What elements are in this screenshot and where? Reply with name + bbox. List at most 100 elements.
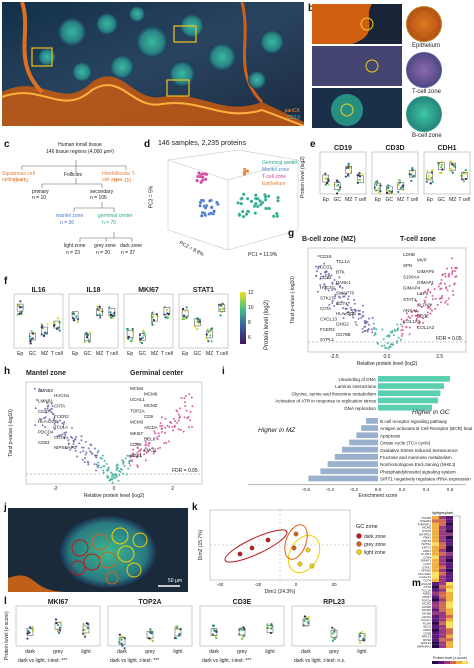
m-gene-label: MCM2 — [422, 602, 431, 606]
volcano-point — [372, 322, 375, 325]
data-point — [149, 628, 152, 631]
data-point — [184, 317, 187, 320]
mz-bar — [327, 461, 378, 467]
volcano-point — [167, 440, 170, 443]
volcano-point — [341, 286, 344, 289]
volcano-point — [395, 341, 398, 344]
volcano-point — [164, 417, 167, 420]
panel-letter-h: h — [4, 366, 11, 377]
m-cell — [432, 631, 439, 635]
f-cbar-t3: 6 — [248, 335, 251, 341]
x-axis-label: Relative protein level (log2) — [84, 493, 145, 498]
tree-mantel: mantel zone — [56, 213, 84, 219]
plot-frame — [291, 605, 377, 647]
tree-secondary-n: n = 106 — [90, 195, 107, 201]
m-cell — [439, 591, 446, 596]
box — [461, 171, 468, 180]
volcano-point — [48, 418, 51, 421]
volcano-point — [377, 342, 380, 345]
volcano-point — [391, 331, 394, 334]
volcano-point — [136, 465, 139, 468]
volcano-point — [324, 285, 327, 288]
volcano-point — [128, 454, 131, 457]
volcano-point — [188, 393, 191, 396]
volcano-point — [315, 274, 318, 277]
m-cell — [432, 542, 439, 546]
pca-point — [275, 211, 279, 216]
f-cbar-t2: 8 — [248, 320, 251, 326]
gene-label-right: GIMAP4 — [403, 286, 421, 291]
volcano-point — [342, 317, 345, 320]
m-gene-label: RPS6 — [423, 638, 431, 642]
m-gene-label: CD38 — [423, 631, 431, 635]
data-point — [358, 641, 362, 644]
volcano-point — [334, 288, 337, 291]
gene-label-left: CD83 — [38, 440, 50, 445]
m-cell — [446, 644, 453, 648]
volcano-point — [95, 469, 98, 472]
box — [53, 320, 61, 329]
volcano-point — [373, 334, 376, 337]
pca-point — [202, 211, 207, 215]
volcano-point — [429, 307, 432, 310]
plot-title: CD3E — [233, 599, 252, 606]
box — [108, 308, 116, 316]
volcano-point — [440, 279, 443, 282]
k-legend-swatch-grey — [356, 541, 362, 547]
volcano-point — [430, 303, 433, 306]
m-cell — [432, 582, 439, 586]
data-point — [333, 630, 336, 633]
box — [84, 333, 91, 342]
volcano-point — [451, 272, 454, 275]
volcano-point — [363, 329, 366, 332]
volcano-point — [87, 463, 90, 466]
data-point — [42, 334, 46, 337]
m-cell — [439, 522, 446, 526]
data-point — [377, 191, 380, 194]
m-gene-label: HLA-DRA — [418, 572, 431, 576]
mz-term-label: Antigen activates B Cell Receptor (BCR) … — [380, 426, 472, 431]
data-point — [324, 172, 327, 175]
gene-label-left: CD22 — [320, 275, 332, 280]
m-cell — [446, 624, 453, 629]
volcano-point — [387, 347, 390, 350]
data-point — [270, 623, 273, 626]
volcano-point — [176, 421, 179, 424]
volcano-point — [116, 466, 119, 469]
x-tick: 0.2 — [399, 487, 406, 492]
m-cell — [446, 628, 453, 632]
volcano-point — [446, 303, 449, 306]
m-col-label: dark — [446, 510, 454, 515]
l-ylabel: Protein level (z-score) — [4, 611, 10, 660]
pca-point — [198, 204, 202, 208]
gene-label-right: UCHL1 — [130, 397, 145, 402]
k-point-dark — [265, 537, 271, 543]
volcano-point — [382, 338, 385, 341]
pca-point — [203, 177, 208, 182]
volcano-point — [128, 459, 131, 462]
gene-label-right: GIMAP1 — [417, 280, 435, 285]
volcano-point — [319, 273, 322, 276]
tree-dark-n: n = 27 — [121, 250, 136, 256]
volcano-point — [357, 317, 360, 320]
f-plot-mki67: MKI67 Ep GC MZ T cell — [122, 286, 175, 358]
data-point — [151, 321, 154, 324]
volcano-point — [135, 456, 138, 459]
mz-term-label: Fructose and mannose metabolism — [380, 455, 452, 460]
volcano-point — [374, 333, 377, 336]
m-colorbar-cell — [456, 661, 462, 664]
m-gene-label: ENTPD1 — [419, 532, 431, 536]
l-stat-cd3e: dark vs light, t-test: *** — [202, 658, 252, 664]
ellipse-grey — [284, 524, 308, 560]
data-point — [347, 174, 350, 177]
panel-letter-f: f — [4, 276, 8, 287]
gene-label-right: MCM3 — [130, 420, 144, 425]
box — [71, 311, 79, 319]
g-right-title: T-cell zone — [400, 236, 436, 243]
volcano-point — [116, 464, 119, 467]
pca-point — [208, 199, 212, 203]
tree-grey: grey zone — [94, 243, 116, 249]
volcano-point — [401, 325, 404, 328]
m-gene-label: KRT78 — [422, 539, 432, 543]
m-cell — [432, 641, 439, 645]
